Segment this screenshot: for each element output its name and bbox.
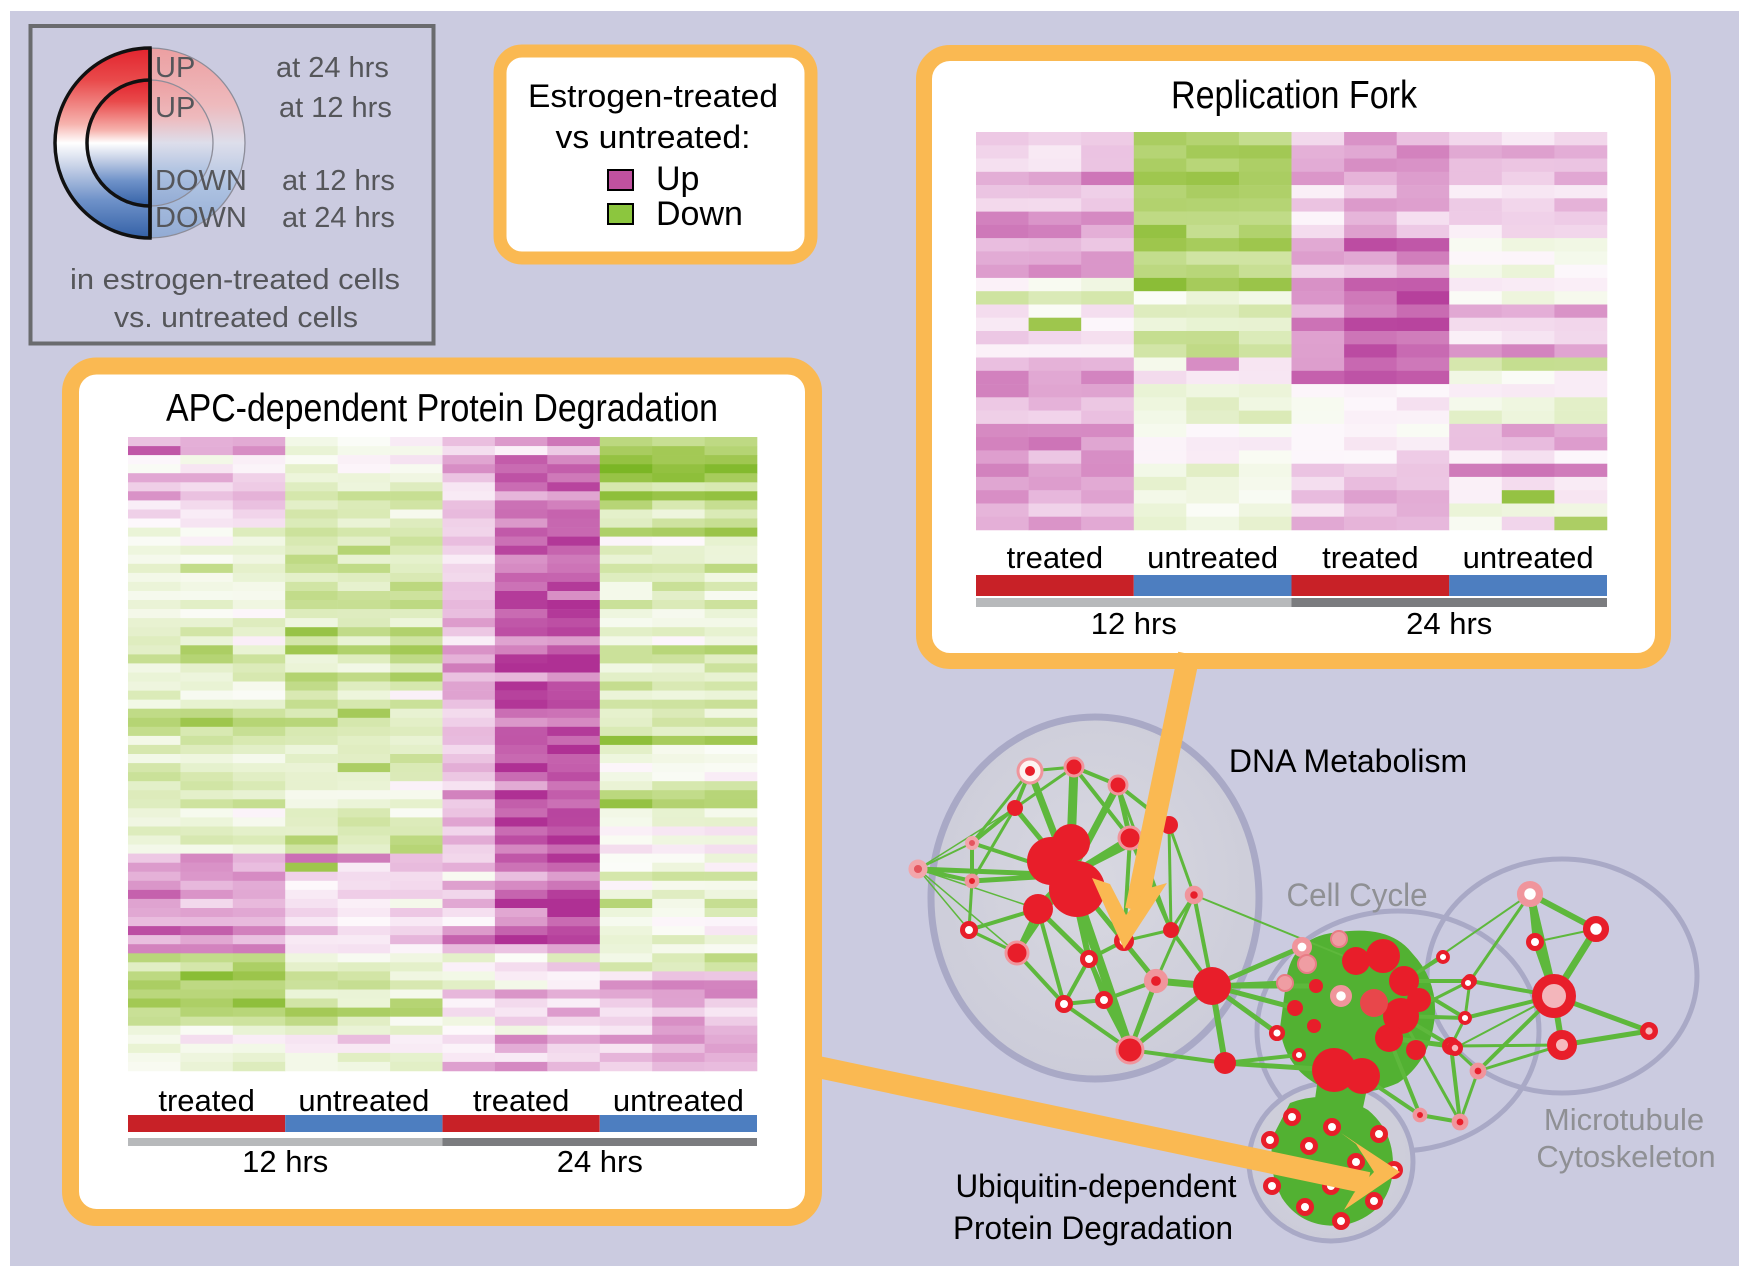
svg-text:treated: treated	[473, 1083, 570, 1118]
svg-text:Cytoskeleton: Cytoskeleton	[1536, 1139, 1715, 1174]
svg-text:at 12 hrs: at 12 hrs	[279, 92, 392, 124]
svg-text:treated: treated	[1007, 540, 1104, 575]
svg-text:Replication Fork: Replication Fork	[1171, 74, 1417, 117]
svg-text:UP: UP	[155, 92, 195, 124]
svg-text:12 hrs: 12 hrs	[1091, 606, 1177, 641]
svg-text:at 24 hrs: at 24 hrs	[282, 202, 395, 234]
svg-text:at 24 hrs: at 24 hrs	[276, 52, 389, 84]
svg-text:untreated: untreated	[1147, 540, 1278, 575]
svg-text:Microtubule: Microtubule	[1544, 1102, 1704, 1137]
svg-text:in estrogen-treated cells: in estrogen-treated cells	[70, 264, 400, 296]
svg-text:untreated: untreated	[1463, 540, 1594, 575]
svg-text:APC-dependent Protein Degradat: APC-dependent Protein Degradation	[166, 387, 718, 430]
svg-text:Protein Degradation: Protein Degradation	[953, 1210, 1233, 1246]
svg-text:12 hrs: 12 hrs	[242, 1144, 328, 1179]
svg-text:DOWN: DOWN	[155, 202, 247, 234]
svg-text:Cell Cycle: Cell Cycle	[1287, 877, 1428, 913]
svg-text:UP: UP	[155, 52, 195, 84]
svg-text:vs untreated:: vs untreated:	[556, 119, 751, 155]
svg-text:vs. untreated cells: vs. untreated cells	[114, 302, 358, 334]
svg-text:Estrogen-treated: Estrogen-treated	[528, 78, 778, 114]
svg-text:treated: treated	[1322, 540, 1419, 575]
svg-text:24 hrs: 24 hrs	[1406, 606, 1492, 641]
svg-text:at 12 hrs: at 12 hrs	[282, 165, 395, 197]
svg-text:untreated: untreated	[298, 1083, 429, 1118]
svg-text:DNA Metabolism: DNA Metabolism	[1229, 743, 1467, 779]
svg-text:Down: Down	[656, 195, 743, 233]
svg-text:DOWN: DOWN	[155, 165, 247, 197]
svg-text:treated: treated	[158, 1083, 255, 1118]
svg-text:Ubiquitin-dependent: Ubiquitin-dependent	[956, 1168, 1237, 1204]
svg-text:Up: Up	[656, 160, 699, 198]
svg-text:24 hrs: 24 hrs	[557, 1144, 643, 1179]
svg-text:untreated: untreated	[613, 1083, 744, 1118]
